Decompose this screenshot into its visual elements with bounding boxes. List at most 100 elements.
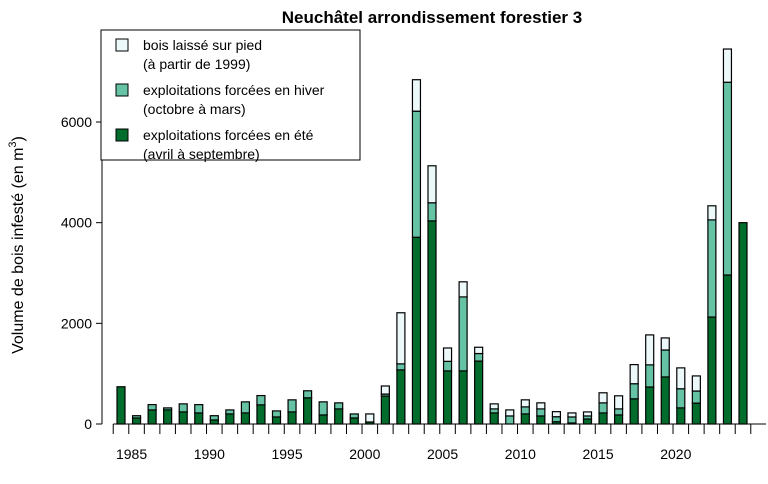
y-axis-label: Volume de bois infesté (en m3) <box>7 136 27 354</box>
bar-segment-2008-series-0 <box>489 412 499 425</box>
bar-segment-2003-series-0 <box>411 236 422 425</box>
bar-segment-2009-series-2 <box>505 409 515 417</box>
bar-segment-2019-series-2 <box>660 337 670 351</box>
bar-segment-2016-series-2 <box>613 395 624 410</box>
bar-segment-2007-series-1 <box>474 352 484 362</box>
bar-segment-1999-series-1 <box>349 413 359 419</box>
bar-segment-2005-series-0 <box>442 370 453 425</box>
legend-swatch <box>115 38 129 52</box>
bar-segment-2007-series-0 <box>474 360 484 425</box>
legend-swatch <box>115 128 129 142</box>
bar-segment-1988-series-0 <box>178 411 188 425</box>
legend: bois laissé sur pied (à partir de 1999) ex… <box>100 29 361 162</box>
bar-segment-2018-series-1 <box>645 364 655 388</box>
bars <box>116 48 748 425</box>
bar-segment-2019-series-0 <box>660 376 670 425</box>
legend-label: bois laissé sur pied <box>143 37 262 53</box>
bar-segment-2020-series-2 <box>676 367 686 390</box>
bar-segment-2006-series-0 <box>458 370 468 425</box>
bar-segment-1998-series-0 <box>334 408 344 425</box>
legend-box <box>100 29 361 161</box>
bar-segment-1993-series-1 <box>256 394 266 406</box>
bar-segment-2016-series-0 <box>613 414 624 425</box>
bar-segment-2014-series-0 <box>582 418 593 425</box>
y-tick-label: 4000 <box>61 215 92 231</box>
bar-segment-2019-series-1 <box>660 349 670 378</box>
bar-segment-2004-series-2 <box>427 165 437 204</box>
bar-segment-2008-series-2 <box>489 403 499 410</box>
bar-segment-1990-series-0 <box>209 419 219 425</box>
bar-segment-1989-series-0 <box>194 412 204 425</box>
bar-segment-2023-series-2 <box>722 48 733 83</box>
bar-segment-2017-series-0 <box>629 398 639 425</box>
bar-segment-2016-series-1 <box>613 408 624 416</box>
legend-label-line2: (octobre à mars) <box>143 101 246 117</box>
bar-segment-2010-series-2 <box>520 399 530 408</box>
bar-segment-2002-series-1 <box>396 363 406 371</box>
bar-segment-1996-series-0 <box>303 397 313 425</box>
bar-segment-2007-series-2 <box>474 346 484 355</box>
bar-segment-2001-series-0 <box>380 395 390 425</box>
bar-segment-1995-series-0 <box>287 411 297 425</box>
bar-segment-1995-series-1 <box>287 399 297 413</box>
bar-segment-2023-series-1 <box>722 81 733 276</box>
bar-segment-1990-series-1 <box>209 415 219 421</box>
bar-segment-2010-series-1 <box>520 406 530 415</box>
bar-segment-2020-series-1 <box>676 388 686 409</box>
x-tick-label: 1990 <box>194 446 225 462</box>
bar-segment-2002-series-0 <box>396 369 406 425</box>
bar-segment-2012-series-2 <box>551 411 562 418</box>
bar-segment-2014-series-2 <box>582 411 593 417</box>
x-tick-label: 1995 <box>271 446 302 462</box>
x-tick-label: 2000 <box>349 446 380 462</box>
bar-segment-2011-series-1 <box>536 408 546 417</box>
bar-segment-1992-series-1 <box>240 401 250 414</box>
bar-segment-2005-series-1 <box>442 360 453 372</box>
bar-segment-2012-series-1 <box>551 416 562 423</box>
bar-segment-2004-series-1 <box>427 202 437 222</box>
x-tick-label: 2010 <box>505 446 536 462</box>
bar-segment-2001-series-2 <box>380 385 390 395</box>
bar-segment-1986-series-1 <box>147 404 157 411</box>
bar-segment-1994-series-1 <box>271 410 282 418</box>
legend-label-line2: (à partir de 1999) <box>143 56 250 72</box>
bar-segment-1985-series-0 <box>131 417 142 425</box>
bar-segment-2018-series-0 <box>645 386 655 425</box>
x-tick-label: 1985 <box>116 446 147 462</box>
x-axis: 1985 1990 1995 2000 2005 2010 2015 2020 <box>112 423 766 462</box>
bar-segment-2015-series-1 <box>598 402 608 414</box>
bar-segment-2024-series-0 <box>738 222 748 425</box>
y-axis-label-superscript: 3 <box>7 141 19 147</box>
bar-segment-2022-series-1 <box>707 219 717 318</box>
bar-segment-2017-series-2 <box>629 364 639 385</box>
bar-segment-1984-series-0 <box>116 386 126 425</box>
bar-segment-2017-series-1 <box>629 383 639 400</box>
chart-title: Neuchâtel arrondissement forestier 3 <box>282 8 582 27</box>
x-tick-label: 2020 <box>660 446 691 462</box>
bar-segment-2000-series-2 <box>365 413 375 423</box>
bar-segment-2004-series-0 <box>427 220 437 425</box>
bar-segment-1997-series-0 <box>318 414 328 425</box>
bar-segment-1991-series-1 <box>225 409 235 415</box>
bar-segment-2023-series-0 <box>722 274 733 425</box>
bar-segment-1993-series-0 <box>256 404 266 425</box>
bar-segment-1991-series-0 <box>225 413 235 425</box>
bar-segment-2022-series-0 <box>707 316 717 425</box>
bar-segment-1994-series-0 <box>271 416 282 425</box>
bar-segment-2009-series-1 <box>505 415 515 425</box>
legend-swatch <box>115 83 129 97</box>
y-axis-label-end: ) <box>10 136 27 141</box>
bar-segment-2005-series-2 <box>442 347 453 362</box>
bar-segment-2021-series-1 <box>691 390 701 404</box>
bar-segment-2013-series-1 <box>567 416 577 424</box>
bar-segment-2015-series-2 <box>598 392 608 404</box>
x-tick-label: 2005 <box>427 446 458 462</box>
bar-segment-2021-series-0 <box>691 402 701 425</box>
bar-segment-1992-series-0 <box>240 412 250 425</box>
y-axis: 0 2000 4000 6000 <box>61 114 103 432</box>
bar-segment-1987-series-1 <box>163 407 173 411</box>
bar-segment-1999-series-0 <box>349 417 359 425</box>
bar-segment-2015-series-0 <box>598 412 608 425</box>
legend-label: exploitations forcées en hiver <box>143 82 325 98</box>
bar-segment-1988-series-1 <box>178 403 188 413</box>
